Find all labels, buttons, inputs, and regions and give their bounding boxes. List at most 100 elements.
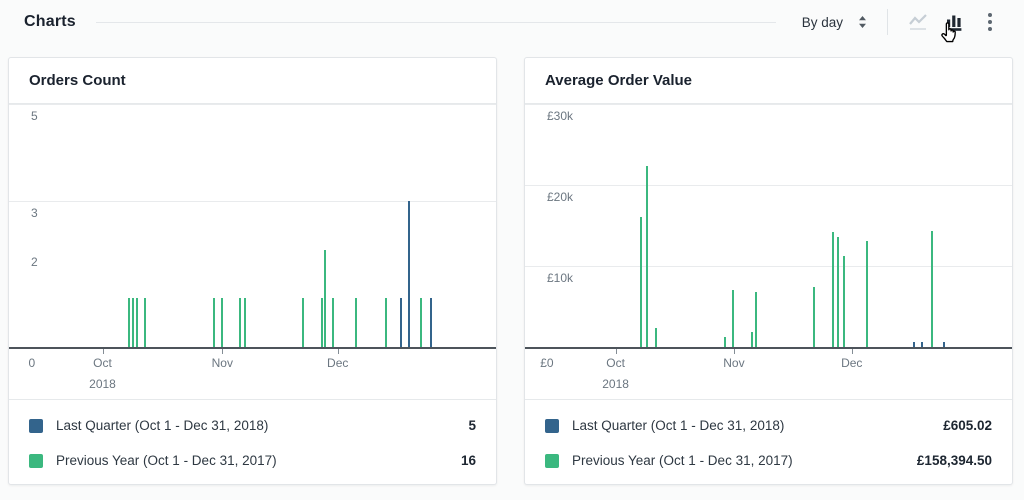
group-by-value: By day <box>801 14 843 30</box>
bar-green <box>238 298 241 347</box>
x-axis-label: Oct <box>606 356 625 370</box>
bar-green <box>931 231 934 347</box>
x-axis-label: Dec <box>327 356 349 370</box>
bar-blue <box>921 342 924 347</box>
bar-blue <box>430 298 433 347</box>
bar-green <box>866 240 869 347</box>
legend-swatch-green <box>29 453 43 468</box>
bar-green <box>331 298 334 347</box>
card-header: Average Order Value <box>525 58 1012 104</box>
legend-swatch-blue <box>29 418 43 433</box>
y-axis-label: £20k <box>547 189 574 204</box>
legend-item: Last Quarter (Oct 1 - Dec 31, 2018) 5 <box>29 408 476 443</box>
legend-label: Previous Year (Oct 1 - Dec 31, 2017) <box>56 453 277 468</box>
line-chart-icon <box>907 11 929 33</box>
y-zero-label: £0 <box>540 356 554 370</box>
charts-row: Orders Count 5 3 2 0 Oct 2018 Nov Dec Last Qua… <box>0 44 1024 485</box>
bar-green <box>645 166 648 347</box>
bar-green <box>221 298 224 347</box>
y-axis-label: 2 <box>31 254 38 269</box>
bar-chart-toggle-button[interactable] <box>936 6 972 38</box>
bar-green <box>128 298 131 347</box>
axis-tick <box>102 349 104 354</box>
bar-green <box>420 298 422 347</box>
bar-green <box>354 298 357 347</box>
y-axis-label: £30k <box>547 109 574 123</box>
y-axis-label: 5 <box>31 109 38 123</box>
y-axis-label: 3 <box>31 206 38 221</box>
legend-label: Last Quarter (Oct 1 - Dec 31, 2018) <box>572 418 785 433</box>
select-caret-icon <box>858 15 867 29</box>
bar-blue <box>943 342 946 347</box>
card-header: Orders Count <box>9 58 496 104</box>
bar-green <box>655 328 658 347</box>
x-axis: 0 Oct 2018 Nov Dec <box>9 349 496 399</box>
legend-item: Previous Year (Oct 1 - Dec 31, 2017) £15… <box>545 443 992 478</box>
legend-value: £605.02 <box>943 418 992 433</box>
bar-blue <box>408 201 411 347</box>
toolbar-divider <box>887 9 888 35</box>
bar-green <box>244 298 247 347</box>
legend-label: Last Quarter (Oct 1 - Dec 31, 2018) <box>56 418 269 433</box>
legend-swatch-blue <box>545 418 559 433</box>
legend-value: 16 <box>460 453 476 468</box>
bar-blue <box>399 298 402 347</box>
bar-green <box>132 298 135 347</box>
legend-label: Previous Year (Oct 1 - Dec 31, 2017) <box>572 453 793 468</box>
chart-title: Average Order Value <box>545 72 693 89</box>
bar-green <box>750 332 753 347</box>
bar-green <box>213 298 216 347</box>
axis-tick <box>337 349 339 354</box>
bar-green <box>831 231 834 347</box>
axis-tick <box>222 349 224 354</box>
axis-tick <box>615 349 617 354</box>
bar-green <box>731 290 734 347</box>
x-axis-label: Dec <box>841 356 863 370</box>
legend: Last Quarter (Oct 1 - Dec 31, 2018) 5 Pr… <box>9 399 496 478</box>
bar-green <box>843 256 846 347</box>
legend-item: Previous Year (Oct 1 - Dec 31, 2017) 16 <box>29 443 476 478</box>
bar-green <box>320 298 323 347</box>
gridline <box>9 104 496 105</box>
x-axis-label: Oct <box>93 356 112 370</box>
legend-value: £158,394.50 <box>916 453 992 468</box>
gridline <box>525 104 1012 105</box>
legend: Last Quarter (Oct 1 - Dec 31, 2018) £605… <box>525 399 1012 478</box>
x-axis-label: Nov <box>723 356 745 370</box>
kebab-menu-icon <box>987 12 993 32</box>
x-axis-year-label: 2018 <box>89 377 116 391</box>
bar-blue <box>912 342 915 347</box>
y-axis-label: £10k <box>547 270 574 285</box>
gridline <box>525 184 1012 186</box>
x-axis: £0 Oct 2018 Nov Dec <box>525 349 1012 399</box>
orders-count-card: Orders Count 5 3 2 0 Oct 2018 Nov Dec Last Qua… <box>8 57 497 485</box>
bar-green <box>836 236 839 347</box>
plot-area: 5 3 2 <box>9 104 496 349</box>
axis-tick <box>733 349 735 354</box>
bar-green <box>144 298 147 347</box>
legend-item: Last Quarter (Oct 1 - Dec 31, 2018) £605… <box>545 408 992 443</box>
header-divider <box>95 21 776 23</box>
average-order-value-card: Average Order Value £30k £20k £10k £0 Oct 20… <box>524 57 1013 485</box>
page-header: Charts By day <box>0 0 1024 44</box>
axis-tick <box>851 349 853 354</box>
bar-green <box>812 287 815 347</box>
page-title: Charts <box>24 13 76 30</box>
x-axis-year-label: 2018 <box>602 377 629 391</box>
bar-green <box>135 298 138 347</box>
bar-green <box>385 298 388 347</box>
bar-green <box>640 217 643 347</box>
legend-swatch-green <box>545 453 559 468</box>
bar-green <box>754 291 757 347</box>
plot-area: £30k £20k £10k <box>525 104 1012 349</box>
overflow-menu-button[interactable] <box>972 6 1008 38</box>
bar-green <box>301 298 304 347</box>
legend-value: 5 <box>468 418 476 433</box>
chart-title: Orders Count <box>29 72 126 89</box>
gridline <box>525 265 1012 267</box>
line-chart-toggle-button[interactable] <box>900 6 936 38</box>
bar-green <box>324 249 327 347</box>
group-by-select[interactable]: By day <box>802 11 867 34</box>
bar-chart-icon <box>943 11 965 33</box>
gridline <box>9 201 496 203</box>
